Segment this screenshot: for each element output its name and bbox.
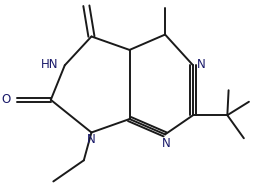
Text: N: N xyxy=(162,137,171,150)
Text: HN: HN xyxy=(41,58,58,71)
Text: SH: SH xyxy=(158,0,174,3)
Text: O: O xyxy=(1,93,10,106)
Text: N: N xyxy=(197,58,205,71)
Text: N: N xyxy=(87,133,95,146)
